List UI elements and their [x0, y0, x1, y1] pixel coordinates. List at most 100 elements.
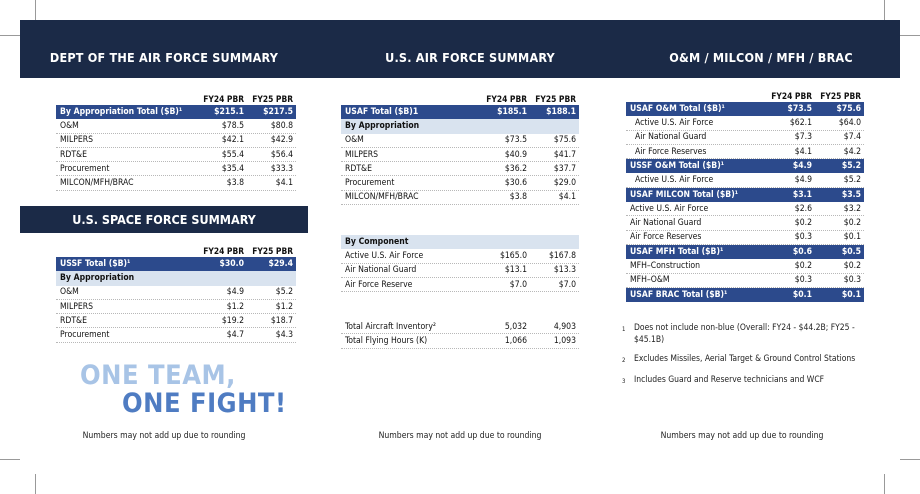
row-fy24-value: $4.9	[794, 175, 812, 186]
footnote-text: Includes Guard and Reserve technicians a…	[634, 374, 825, 385]
table-row: Total Aircraft Inventory² 5,032 4,903	[341, 320, 579, 335]
row-label: Procurement	[60, 163, 110, 174]
row-fy25-value: $3.5	[841, 189, 861, 200]
row-fy24-value: $3.1	[792, 189, 812, 200]
table-row: MILCON/MFH/BRAC $3.8 $4.1	[341, 191, 579, 206]
trim-mark	[900, 35, 920, 36]
usaf-summary-title: U.S. AIR FORCE SUMMARY	[385, 50, 555, 65]
row-label: USAF Total ($B)1	[345, 107, 419, 118]
row-fy24-value: $7.0	[509, 279, 527, 290]
table-header: FY24 PBR FY25 PBR	[56, 244, 296, 257]
table-body: USAF Total ($B)1 $185.1 $188.1 By Appropria…	[341, 105, 579, 206]
row-fy25-value: $4.1	[275, 178, 293, 189]
table-row: O&M $78.5 $80.8	[56, 119, 296, 134]
table-row: By Appropriation	[341, 119, 579, 134]
table-row: RDT&E $19.2 $18.7	[56, 314, 296, 329]
table-row: Air National Guard $7.3 $7.4	[626, 131, 864, 145]
row-label: USAF MILCON Total ($B)¹	[630, 189, 739, 200]
table-row: MILCON/MFH/BRAC $3.8 $4.1	[56, 176, 296, 191]
row-fy25-value: $188.1	[546, 107, 576, 118]
header-banner	[20, 20, 900, 78]
row-label: RDT&E	[60, 315, 87, 326]
slogan-line-2: ONE FIGHT!	[122, 388, 287, 419]
row-label: O&M	[60, 287, 79, 298]
col-fy25: FY25 PBR	[820, 90, 861, 101]
row-fy24-value: $3.8	[509, 192, 527, 203]
row-fy24-value: $30.0	[219, 259, 244, 270]
row-label: Air National Guard	[345, 265, 417, 276]
row-fy24-value: $73.5	[504, 135, 527, 146]
row-label: RDT&E	[60, 149, 87, 160]
ussf-summary-title: U.S. SPACE FORCE SUMMARY	[20, 206, 308, 233]
dept-summary-table: FY24 PBR FY25 PBR By Appropriation Total…	[56, 92, 296, 191]
row-fy25-value: $7.0	[558, 279, 576, 290]
row-fy24-value: $0.3	[794, 232, 812, 243]
col-fy24: FY24 PBR	[771, 90, 812, 101]
row-label: By Appropriation	[345, 121, 420, 132]
row-label: USAF BRAC Total ($B)¹	[630, 290, 728, 300]
table-row: Procurement $4.7 $4.3	[56, 328, 296, 343]
row-label: Active U.S. Air Force	[635, 175, 714, 186]
row-fy25-value: $18.7	[270, 315, 293, 326]
table-row: USAF MFH Total ($B)¹ $0.6 $0.5	[626, 244, 864, 260]
table-row: RDT&E $55.4 $56.4	[56, 148, 296, 163]
row-label: MFH–Construction	[630, 260, 701, 271]
row-fy24-value: $165.0	[499, 250, 527, 261]
table-row: By Component	[341, 235, 579, 250]
row-label: MFH–O&M	[630, 275, 670, 286]
footnote-item: 2 Excludes Missiles, Aerial Target & Gro…	[622, 354, 872, 367]
usaf-inventory-table: Total Aircraft Inventory² 5,032 4,903 Total…	[341, 320, 579, 349]
row-fy24-value: $2.6	[794, 203, 812, 214]
row-fy24-value: $36.2	[504, 163, 527, 174]
table-row: Air Force Reserve $7.0 $7.0	[341, 278, 579, 293]
row-fy24-value: $3.8	[226, 178, 244, 189]
row-fy24-value: $7.3	[794, 132, 812, 143]
row-fy24-value: $0.2	[794, 218, 812, 229]
slogan: ONE TEAM, ONE FIGHT!	[80, 362, 287, 418]
table-row: Air National Guard $13.1 $13.3	[341, 264, 579, 278]
row-label: Air National Guard	[630, 218, 702, 229]
row-fy24-value: $78.5	[221, 120, 244, 131]
table-row: Procurement $30.6 $29.0	[341, 176, 579, 191]
row-fy24-value: $35.4	[221, 163, 244, 174]
footnotes: 1 Does not include non-blue (Overall: FY…	[622, 323, 872, 395]
row-label: By Appropriation	[60, 273, 135, 284]
row-label: By Component	[345, 237, 409, 248]
footnote-text: Does not include non-blue (Overall: FY24…	[634, 323, 855, 345]
row-fy25-value: $0.3	[843, 275, 861, 286]
col-fy24: FY24 PBR	[203, 93, 244, 104]
table-row: By Appropriation Total ($B)¹ $215.1 $217.5	[56, 105, 296, 120]
col-fy24: FY24 PBR	[203, 245, 244, 256]
row-fy24-value: $0.1	[792, 290, 812, 300]
row-fy25-value: $64.0	[838, 117, 861, 128]
row-fy24-value: $1.2	[226, 301, 244, 312]
footnote-number: 3	[622, 377, 626, 385]
trim-mark	[884, 474, 885, 494]
table-row: O&M $4.9 $5.2	[56, 286, 296, 300]
row-fy25-value: $167.8	[548, 250, 576, 261]
table-row: USAF MILCON Total ($B)¹ $3.1 $3.5	[626, 187, 864, 203]
row-fy25-value: $0.2	[843, 218, 861, 229]
table-body: USSF Total ($B)¹ $30.0 $29.4 By Appropriati…	[56, 257, 296, 343]
row-fy24-value: $73.5	[787, 104, 812, 115]
row-label: Active U.S. Air Force	[630, 203, 709, 214]
row-fy24-value: $19.2	[221, 315, 244, 326]
row-fy25-value: $41.7	[553, 149, 576, 160]
usaf-summary-table: FY24 PBR FY25 PBR USAF Total ($B)1 $185.1…	[341, 92, 579, 206]
table-row: RDT&E $36.2 $37.7	[341, 162, 579, 177]
row-label: MILCON/MFH/BRAC	[345, 192, 419, 203]
row-fy25-value: $42.9	[270, 135, 293, 146]
row-fy24-value: $215.1	[214, 107, 244, 118]
row-fy24-value: $0.3	[794, 275, 812, 286]
row-fy25-value: $7.4	[843, 132, 861, 143]
row-fy24-value: $0.6	[792, 247, 812, 258]
table-row: Active U.S. Air Force $62.1 $64.0	[626, 116, 864, 131]
trim-mark	[35, 474, 36, 494]
row-label: USSF Total ($B)¹	[60, 259, 131, 270]
footnote-number: 1	[622, 326, 626, 333]
table-row: MFH–Construction $0.2 $0.2	[626, 259, 864, 274]
om-milcon-table: FY24 PBR FY25 PBR USAF O&M Total ($B)¹ $7…	[626, 89, 864, 303]
table-row: Air National Guard $0.2 $0.2	[626, 216, 864, 231]
row-fy24-value: $4.9	[792, 161, 812, 172]
trim-mark	[900, 459, 920, 460]
